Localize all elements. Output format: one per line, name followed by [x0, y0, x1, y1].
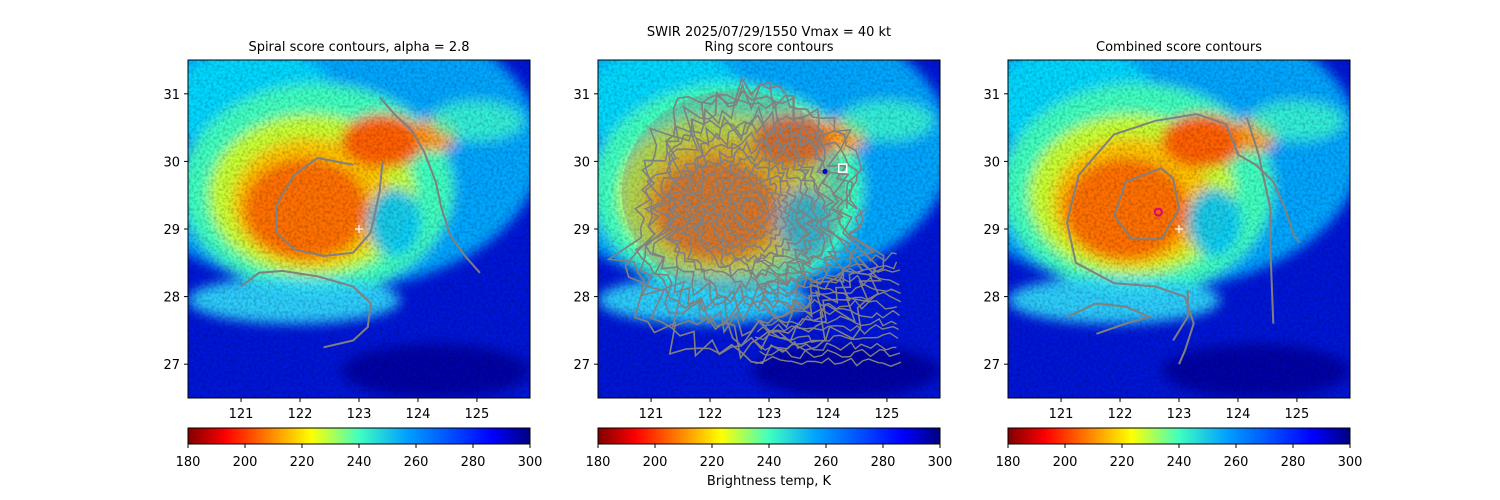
x-tick-label: 124	[1226, 407, 1251, 422]
y-tick-label: 29	[983, 223, 1000, 238]
x-tick-label: 121	[229, 407, 254, 422]
y-tick-label: 27	[163, 358, 180, 373]
x-tick-label: 122	[288, 407, 313, 422]
score-contours	[1065, 113, 1301, 365]
y-tick-label: 27	[573, 358, 590, 373]
colorbar: 180 200 220 240 260 280 300	[176, 427, 543, 470]
colorbar-tick-label: 180	[176, 455, 201, 470]
colorbar-tick-label: 280	[1281, 455, 1306, 470]
panel-title: Ring score contours	[704, 40, 833, 55]
x-tick-label: 121	[1049, 407, 1074, 422]
colorbar-tick-label: 180	[586, 455, 611, 470]
y-tick-label: 30	[983, 155, 1000, 170]
satellite-field	[1008, 60, 1350, 398]
y-tick-label: 27	[983, 358, 1000, 373]
score-contours	[606, 76, 902, 368]
satellite-field	[188, 60, 530, 398]
colorbar-tick-label: 280	[461, 455, 486, 470]
colorbar-tick-label: 220	[700, 455, 725, 470]
y-tick-label: 31	[573, 88, 590, 103]
colorbar-tick-label: 220	[1110, 455, 1135, 470]
y-tick-label: 30	[573, 155, 590, 170]
y-tick-label: 31	[983, 88, 1000, 103]
panel-2: Ring score contours 121 122 123 124 125 27 28 29…	[573, 40, 953, 470]
colorbar-tick-label: 200	[1053, 455, 1078, 470]
panel-1: Spiral score contours, alpha = 2.8 121 122…	[163, 40, 543, 470]
x-tick-label: 122	[698, 407, 723, 422]
y-tick-label: 29	[163, 223, 180, 238]
center-plus-marker	[355, 225, 363, 233]
colorbar-tick-label: 200	[643, 455, 668, 470]
y-tick-label: 28	[983, 291, 1000, 306]
y-tick-label: 29	[573, 223, 590, 238]
colorbar-tick-label: 280	[871, 455, 896, 470]
colorbar-tick-label: 200	[233, 455, 258, 470]
panel-title: Combined score contours	[1096, 40, 1262, 55]
panel-title: Spiral score contours, alpha = 2.8	[248, 40, 469, 55]
colorbar-tick-label: 240	[757, 455, 782, 470]
x-tick-label: 122	[1108, 407, 1133, 422]
x-tick-label: 123	[757, 407, 782, 422]
score-contours	[240, 96, 481, 349]
x-tick-label: 125	[1285, 407, 1310, 422]
combined-center-circle-marker	[1153, 207, 1163, 217]
colorbar-tick-label: 300	[928, 455, 953, 470]
colorbar-tick-label: 260	[814, 455, 839, 470]
x-tick-label: 125	[875, 407, 900, 422]
colorbar-tick-label: 220	[290, 455, 315, 470]
colorbar-tick-label: 180	[996, 455, 1021, 470]
colorbar-tick-label: 240	[1167, 455, 1192, 470]
x-tick-label: 123	[1167, 407, 1192, 422]
x-tick-label: 124	[406, 407, 431, 422]
colorbar-tick-label: 300	[518, 455, 543, 470]
colorbar: 180 200 220 240 260 280 300	[996, 427, 1363, 470]
colorbar-label: Brightness temp, K	[707, 474, 832, 489]
y-tick-label: 28	[573, 291, 590, 306]
x-tick-label: 123	[347, 407, 372, 422]
ring-center-square-marker	[837, 163, 848, 173]
figure-title: SWIR 2025/07/29/1550 Vmax = 40 kt	[647, 25, 891, 40]
colorbar-tick-label: 240	[347, 455, 372, 470]
center-plus-marker	[1175, 225, 1183, 233]
colorbar: 180 200 220 240 260 280 300	[586, 427, 953, 470]
x-tick-label: 124	[816, 407, 841, 422]
x-tick-label: 121	[639, 407, 664, 422]
y-tick-label: 31	[163, 88, 180, 103]
colorbar-tick-label: 260	[1224, 455, 1249, 470]
colorbar-tick-label: 260	[404, 455, 429, 470]
panel-3: Combined score contours 121 122 123 124 125 27…	[983, 40, 1363, 470]
x-tick-label: 125	[465, 407, 490, 422]
y-tick-label: 28	[163, 291, 180, 306]
colorbar-tick-label: 300	[1338, 455, 1363, 470]
y-tick-label: 30	[163, 155, 180, 170]
ring-dot-marker	[822, 169, 828, 175]
